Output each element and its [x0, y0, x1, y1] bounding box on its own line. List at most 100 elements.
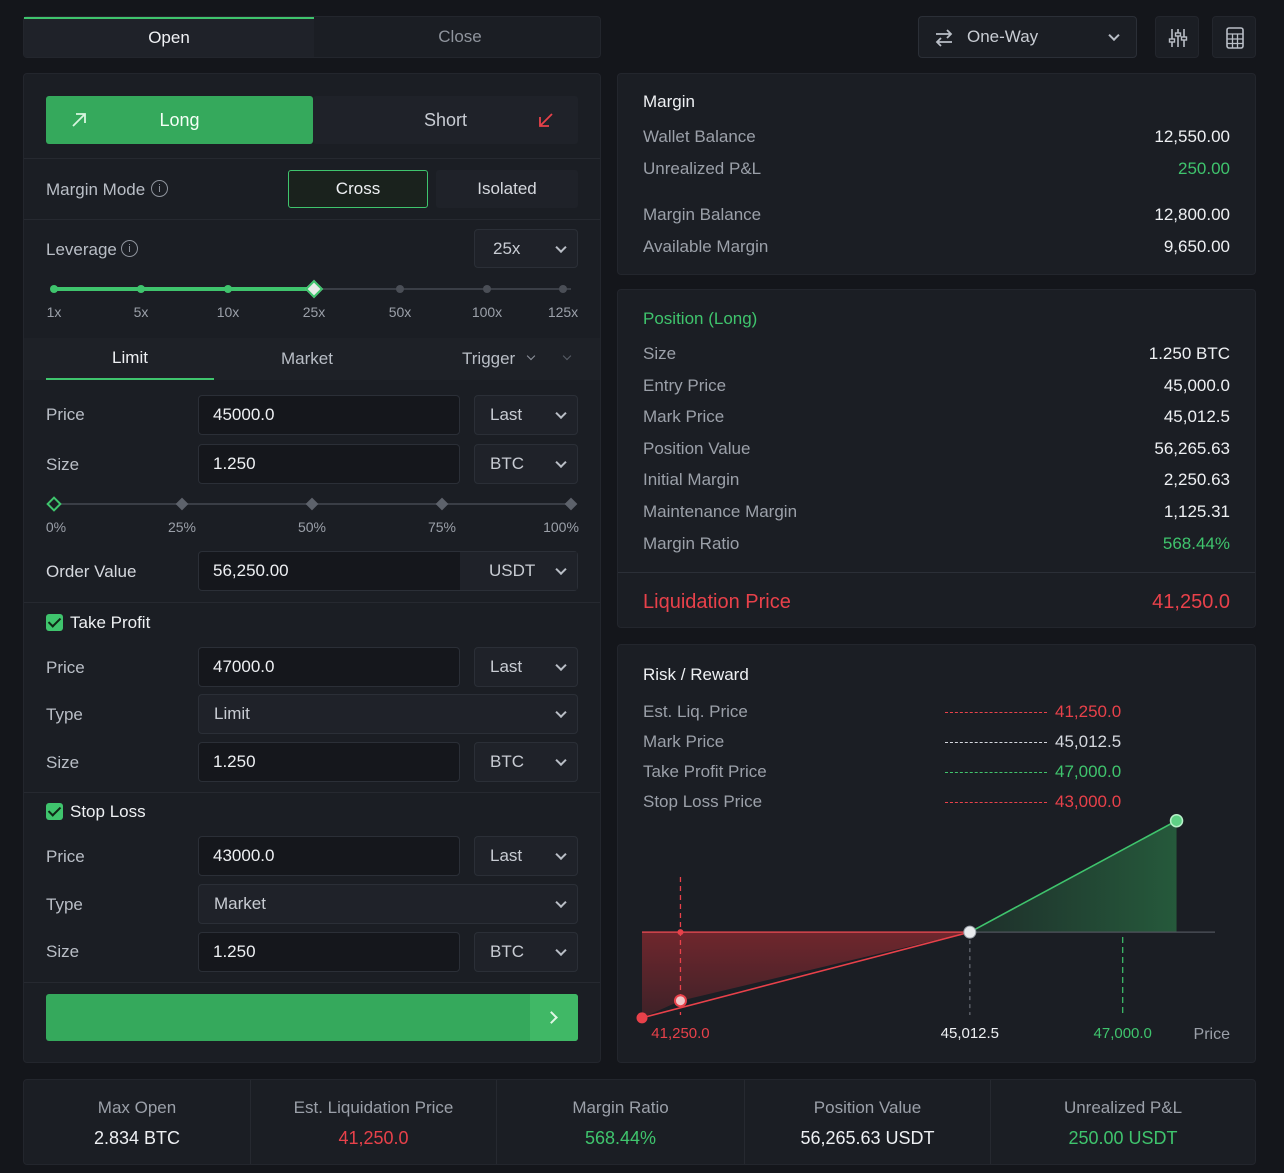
long-button[interactable]: Long: [46, 96, 313, 144]
tp-price-ref-select[interactable]: Last: [474, 647, 578, 687]
leverage-tick-label: 100x: [471, 304, 503, 320]
chevron-down-icon: [1108, 29, 1120, 42]
loss-line: [641, 931, 971, 1019]
mark-price-point: [963, 925, 977, 939]
margin-row-value: 12,800.00: [1154, 205, 1230, 224]
position-row-label: Mark Price: [643, 407, 725, 427]
summary-stat: Unrealized P&L 250.00 USDT: [990, 1080, 1255, 1164]
size-label: Size: [46, 455, 80, 474]
sl-size-input[interactable]: 1.250: [198, 932, 460, 972]
size-tick-marker: [564, 497, 578, 511]
position-row: Mark Price 45,012.5: [618, 407, 1255, 427]
summary-stat: Max Open 2.834 BTC: [24, 1080, 250, 1164]
leverage-tick-dot: [396, 285, 404, 293]
tab-close[interactable]: Close: [320, 17, 600, 57]
tp-type-select[interactable]: Limit: [198, 694, 578, 734]
size-input[interactable]: 1.250: [198, 444, 460, 484]
sliders-icon: [1168, 29, 1188, 47]
tab-close-label: Close: [438, 27, 482, 46]
take-profit-checkbox[interactable]: [46, 614, 63, 631]
chevron-down-icon: [555, 659, 567, 672]
settings-button[interactable]: [1155, 16, 1199, 58]
submit-order-button[interactable]: [46, 994, 578, 1041]
tab-open[interactable]: Open: [24, 17, 314, 57]
liquidation-baseline-point: [677, 929, 684, 936]
size-percent-slider[interactable]: 0% 25% 50% 75% 100%: [24, 490, 602, 540]
tab-trigger-label: Trigger: [462, 349, 516, 368]
chevron-down-icon: [555, 563, 567, 576]
position-mode-select[interactable]: One-Way: [918, 16, 1137, 58]
sl-size-unit: BTC: [490, 942, 524, 961]
sl-price-label: Price: [46, 847, 85, 866]
sl-size-unit-select[interactable]: BTC: [474, 932, 578, 972]
axis-title-price: Price: [1193, 1026, 1230, 1043]
margin-row: Unrealized P&L 250.00: [618, 159, 1255, 179]
margin-mode-label: Margin Mode: [46, 180, 146, 199]
size-slider-handle[interactable]: [46, 496, 62, 512]
leverage-tick-dot: [137, 285, 145, 293]
chevron-down-icon: [555, 407, 567, 420]
margin-panel: Margin Wallet Balance 12,550.00 Unrealized…: [617, 73, 1256, 275]
stop-loss-checkbox[interactable]: [46, 803, 63, 820]
price-input[interactable]: 45000.0: [198, 395, 460, 435]
divider: [24, 219, 600, 220]
size-tick-label: 0%: [45, 519, 67, 535]
size-unit-select[interactable]: BTC: [474, 444, 578, 484]
summary-stat-value: 250.00 USDT: [1068, 1128, 1178, 1148]
leverage-tick-label: 1x: [46, 304, 62, 320]
sl-type-value: Market: [214, 894, 266, 913]
tp-size-unit-select[interactable]: BTC: [474, 742, 578, 782]
leverage-select[interactable]: 25x: [474, 229, 578, 268]
summary-stat: Margin Ratio 568.44%: [496, 1080, 744, 1164]
position-row-value: 2,250.63: [1163, 470, 1230, 490]
swap-icon: [935, 29, 953, 47]
order-value-unit: USDT: [489, 561, 536, 580]
cross-label: Cross: [335, 179, 381, 198]
short-label: Short: [423, 109, 468, 130]
calculator-button[interactable]: [1212, 16, 1256, 58]
tp-size-input[interactable]: 1.250: [198, 742, 460, 782]
short-button[interactable]: Short: [313, 96, 578, 144]
order-value: 56,250.00: [213, 561, 289, 580]
tab-market[interactable]: Market: [214, 338, 400, 380]
divider: [24, 982, 600, 983]
size-unit: BTC: [490, 454, 524, 473]
liquidation-point: [673, 994, 687, 1008]
info-icon: i: [121, 240, 138, 257]
isolated-margin-button[interactable]: Isolated: [436, 170, 578, 208]
cross-margin-button[interactable]: Cross: [288, 170, 428, 208]
sl-price-input[interactable]: 43000.0: [198, 836, 460, 876]
position-row-label: Entry Price: [643, 375, 727, 395]
summary-stat-label: Unrealized P&L: [1063, 1098, 1183, 1117]
order-value-unit-select[interactable]: USDT: [460, 552, 577, 590]
position-row-value: 45,012.5: [1163, 407, 1230, 427]
leverage-value: 25x: [493, 238, 521, 258]
sl-type-select[interactable]: Market: [198, 884, 578, 924]
order-type-tabs: Limit Market Trigger: [24, 338, 600, 380]
size-tick-label: 75%: [427, 519, 457, 535]
leverage-slider-handle[interactable]: [304, 279, 324, 299]
chevron-down-icon: [555, 896, 567, 909]
price-ref-select[interactable]: Last: [474, 395, 578, 435]
tab-limit[interactable]: Limit: [46, 338, 214, 380]
tp-price-input[interactable]: 47000.0: [198, 647, 460, 687]
leverage-slider[interactable]: 1x 5x 10x 25x 50x 100x 125x: [24, 274, 602, 324]
legend-value: 45,012.5: [1055, 732, 1122, 751]
legend-value: 43,000.0: [1055, 792, 1122, 811]
position-row-label: Margin Ratio: [643, 533, 740, 553]
order-value-label: Order Value: [46, 562, 137, 581]
position-row-label: Size: [643, 344, 677, 363]
tp-price-label: Price: [46, 658, 85, 677]
calculator-icon: [1226, 27, 1244, 49]
stop-loss-label: Stop Loss: [70, 802, 146, 821]
chevron-down-icon: [562, 351, 572, 361]
isolated-label: Isolated: [477, 179, 537, 198]
risk-reward-chart: [636, 813, 1215, 1024]
leverage-tick-dot: [559, 285, 567, 293]
sl-size-label: Size: [46, 942, 80, 961]
tab-trigger[interactable]: Trigger: [424, 338, 574, 380]
margin-row-label: Wallet Balance: [643, 127, 756, 146]
leverage-tick-dot: [483, 285, 491, 293]
position-row-value: 56,265.63: [1154, 438, 1230, 458]
sl-price-ref-select[interactable]: Last: [474, 836, 578, 876]
